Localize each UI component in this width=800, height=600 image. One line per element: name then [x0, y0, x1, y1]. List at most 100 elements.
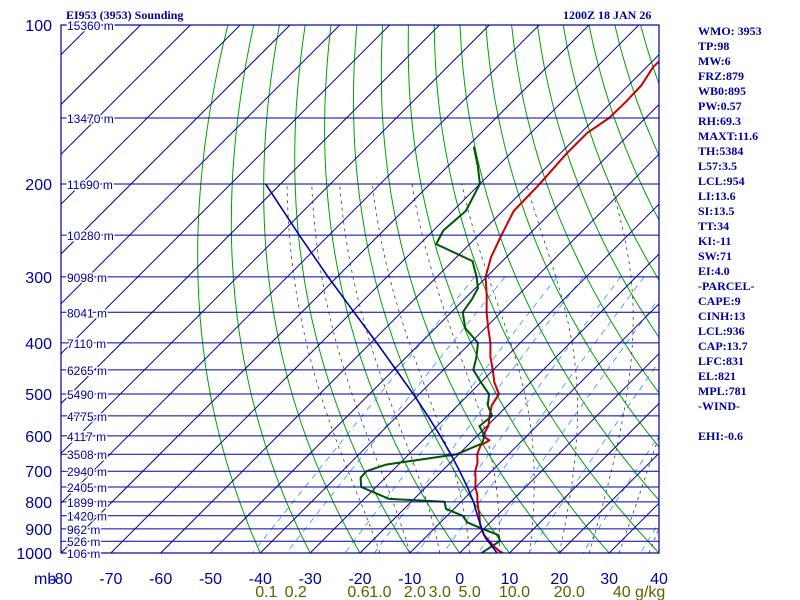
chart-valid-time: 1200Z 18 JAN 26 [563, 8, 652, 22]
height-label: 4117 m [67, 430, 106, 444]
dry-adiabat [380, 25, 560, 553]
moist-adiabat [648, 527, 659, 553]
dry-adiabat [407, 25, 610, 553]
mixing-ratio-label: 40 g/kg [613, 584, 665, 600]
x-tick-label: -30 [299, 571, 322, 588]
x-tick-label: -40 [249, 571, 272, 588]
height-label: 6265 m [67, 364, 107, 378]
moist-adiabat [588, 183, 634, 553]
dry-adiabat [718, 25, 800, 564]
index-item: CAPE:9 [698, 294, 741, 308]
x-tick-label: -60 [149, 571, 172, 588]
index-item: WMO: 3953 [698, 24, 762, 38]
y-tick-label: 1000 [16, 546, 52, 563]
mixing-ratio-label: 5.0 [459, 584, 481, 600]
y-tick-label: 100 [25, 18, 52, 35]
mixing-ratio-label: 0.2 [285, 584, 307, 600]
index-item: LCL:954 [698, 174, 745, 188]
mixing-ratio-line [344, 276, 558, 553]
index-item: -PARCEL- [698, 279, 755, 293]
isotherm [110, 25, 640, 553]
moist-adiabat [411, 183, 501, 553]
dry-adiabat [744, 25, 800, 564]
isotherm [359, 253, 659, 553]
height-label: 106 m [67, 547, 100, 561]
dry-adiabat [485, 25, 659, 448]
x-tick-label: 10 [501, 571, 519, 588]
x-tick-label: -10 [398, 571, 421, 588]
isotherm [61, 25, 490, 455]
mixing-ratio-line [285, 276, 506, 553]
plot-area [61, 25, 800, 564]
y-tick-label: 900 [25, 522, 52, 539]
index-item: SI:13.5 [698, 204, 735, 218]
height-label: 7110 m [67, 337, 106, 351]
isotherm [61, 25, 241, 205]
index-item: WB0:895 [698, 84, 746, 98]
y-tick-label: 600 [25, 429, 52, 446]
index-item: MW:6 [698, 54, 731, 68]
isotherm [61, 25, 391, 355]
index-item: SW:71 [698, 249, 733, 263]
height-label: 5490 m [67, 388, 107, 402]
dry-adiabat [230, 25, 311, 553]
dry-adiabat [614, 25, 659, 157]
isotherm [309, 203, 659, 553]
height-label: 1420 m [67, 510, 107, 524]
dry-adiabat [795, 25, 800, 564]
isotherm [259, 153, 659, 553]
indices-panel: WMO: 3953 TP:98 MW:6 FRZ:879 WB0:895 PW:0.57 R… [698, 24, 762, 444]
isotherm [558, 452, 659, 553]
index-item: TH:5384 [698, 144, 744, 158]
mixing-ratio-line [442, 276, 645, 553]
index-item: L57:3.5 [698, 159, 737, 173]
index-item: EI:4.0 [698, 264, 730, 278]
moist-adiabat [618, 434, 659, 553]
x-tick-label: -70 [99, 571, 122, 588]
mixing-ratio-line [528, 361, 659, 553]
dry-adiabat [352, 25, 511, 553]
chart-title: EI953 (3953) Sounding [66, 8, 184, 22]
x-tick-label: -80 [49, 571, 72, 588]
x-tick-label: 20 [550, 571, 568, 588]
height-label: 15360 m [67, 19, 114, 33]
moist-adiabat [286, 183, 381, 553]
mixing-ratio-line [582, 434, 659, 553]
index-item: CINH:13 [698, 309, 746, 323]
mixing-ratio-label: 0.1 [255, 584, 277, 600]
index-item: MAXT:11.6 [698, 129, 759, 143]
y-tick-label: 300 [25, 270, 52, 287]
height-label: 2940 m [67, 465, 107, 479]
index-item: EHI:-0.6 [698, 429, 743, 443]
dry-adiabat [666, 25, 800, 564]
mixing-ratio-label: 2.0 [404, 584, 426, 600]
dry-adiabat [511, 25, 659, 394]
index-item: LI:13.6 [698, 189, 736, 203]
y-axis-label: mb [34, 571, 56, 588]
isotherm [210, 103, 659, 553]
dry-adiabat [294, 25, 411, 553]
y-tick-label: 800 [25, 495, 52, 512]
index-item: MPL:781 [698, 384, 747, 398]
mixing-ratio-label: 0.6 [347, 584, 369, 600]
height-label: 9098 m [67, 271, 107, 285]
height-label: 10280 m [67, 229, 114, 243]
parcel-trace [264, 183, 498, 553]
height-label: 3508 m [67, 448, 107, 462]
index-item: RH:69.3 [698, 114, 741, 128]
height-label: 962 m [67, 523, 100, 537]
dry-adiabat [562, 25, 659, 282]
plot-frame [60, 24, 660, 554]
y-tick-label: 500 [25, 387, 52, 404]
dry-adiabat [263, 25, 361, 553]
isotherm [61, 25, 590, 553]
dry-adiabat [197, 25, 261, 553]
height-label: 2405 m [67, 481, 107, 495]
isotherm [61, 25, 191, 156]
x-tick-label: -20 [348, 571, 371, 588]
y-tick-label: 200 [25, 177, 52, 194]
mixing-ratio-label: 1.0 [369, 584, 391, 600]
dry-adiabat [640, 25, 659, 86]
height-label: 13470 m [67, 112, 114, 126]
